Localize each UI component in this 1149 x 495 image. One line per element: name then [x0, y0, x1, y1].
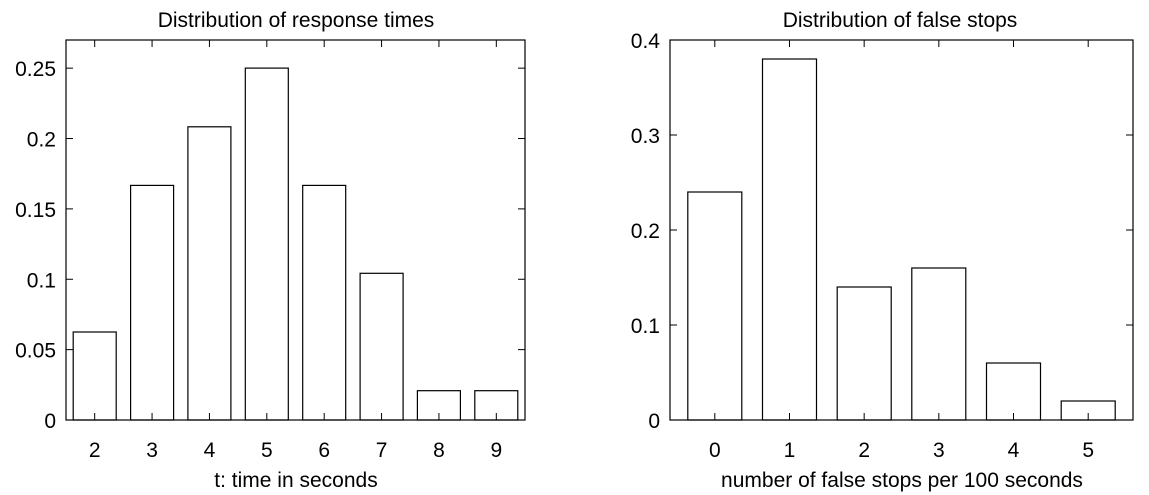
bar-1 [761, 58, 818, 421]
x-tick-label: 3 [933, 439, 945, 462]
x-tick-label: 9 [490, 439, 502, 462]
x-tick-label: 7 [376, 439, 388, 462]
chart-title: Distribution of response times [158, 9, 435, 32]
y-tick-label: 0.2 [27, 129, 56, 152]
plot-frame [65, 39, 526, 421]
response-times-chart: Distribution of response times 2 3 4 5 6 7 8 9 0… [15, 9, 526, 492]
chart-title: Distribution of false stops [783, 9, 1018, 32]
y-tick-label: 0 [44, 410, 56, 433]
x-tick-label: 5 [1082, 439, 1094, 462]
x-tick-label: 2 [858, 439, 870, 462]
x-tick-label: 4 [204, 439, 216, 462]
x-tick-label: 1 [784, 439, 796, 462]
y-tick-label: 0.1 [27, 269, 56, 292]
bar-5 [244, 67, 289, 421]
false-stops-chart: Distribution of false stops 0 1 2 3 4 5 0 0.1 0.… [631, 9, 1134, 492]
y-tick-label: 0.25 [15, 58, 56, 81]
bar-0 [687, 191, 743, 421]
x-axis-label: t: time in seconds [214, 469, 377, 492]
bar-7 [359, 272, 404, 421]
bar-3 [911, 267, 967, 421]
bars [687, 58, 1116, 421]
y-tick-label: 0 [648, 410, 660, 433]
bar-4 [985, 362, 1042, 421]
y-tick-label: 0.15 [15, 199, 56, 222]
y-tick-label: 0.1 [631, 315, 660, 338]
bar-3 [130, 184, 175, 421]
y-tick-label: 0.05 [15, 340, 56, 363]
y-tick-label: 0.3 [631, 125, 660, 148]
x-tick-label: 4 [1008, 439, 1020, 462]
bar-2 [72, 331, 117, 421]
bar-6 [302, 184, 347, 421]
x-axis-label: number of false stops per 100 seconds [721, 469, 1083, 492]
x-tick-label: 8 [433, 439, 445, 462]
y-tick-label: 0.2 [631, 220, 660, 243]
bars [72, 67, 519, 421]
bar-4 [187, 126, 232, 421]
bar-2 [836, 286, 892, 421]
x-tick-label: 5 [261, 439, 273, 462]
y-tick-label: 0.4 [631, 30, 661, 53]
axis-ticks: 0 1 2 3 4 5 0 0.1 0.2 0.3 0.4 [631, 30, 1133, 462]
x-tick-label: 6 [318, 439, 330, 462]
x-tick-label: 0 [709, 439, 721, 462]
axis-ticks: 2 3 4 5 6 7 8 9 0 0.05 0.1 0.15 0.2 0.25 [15, 40, 525, 462]
x-tick-label: 3 [146, 439, 158, 462]
x-tick-label: 2 [89, 439, 101, 462]
